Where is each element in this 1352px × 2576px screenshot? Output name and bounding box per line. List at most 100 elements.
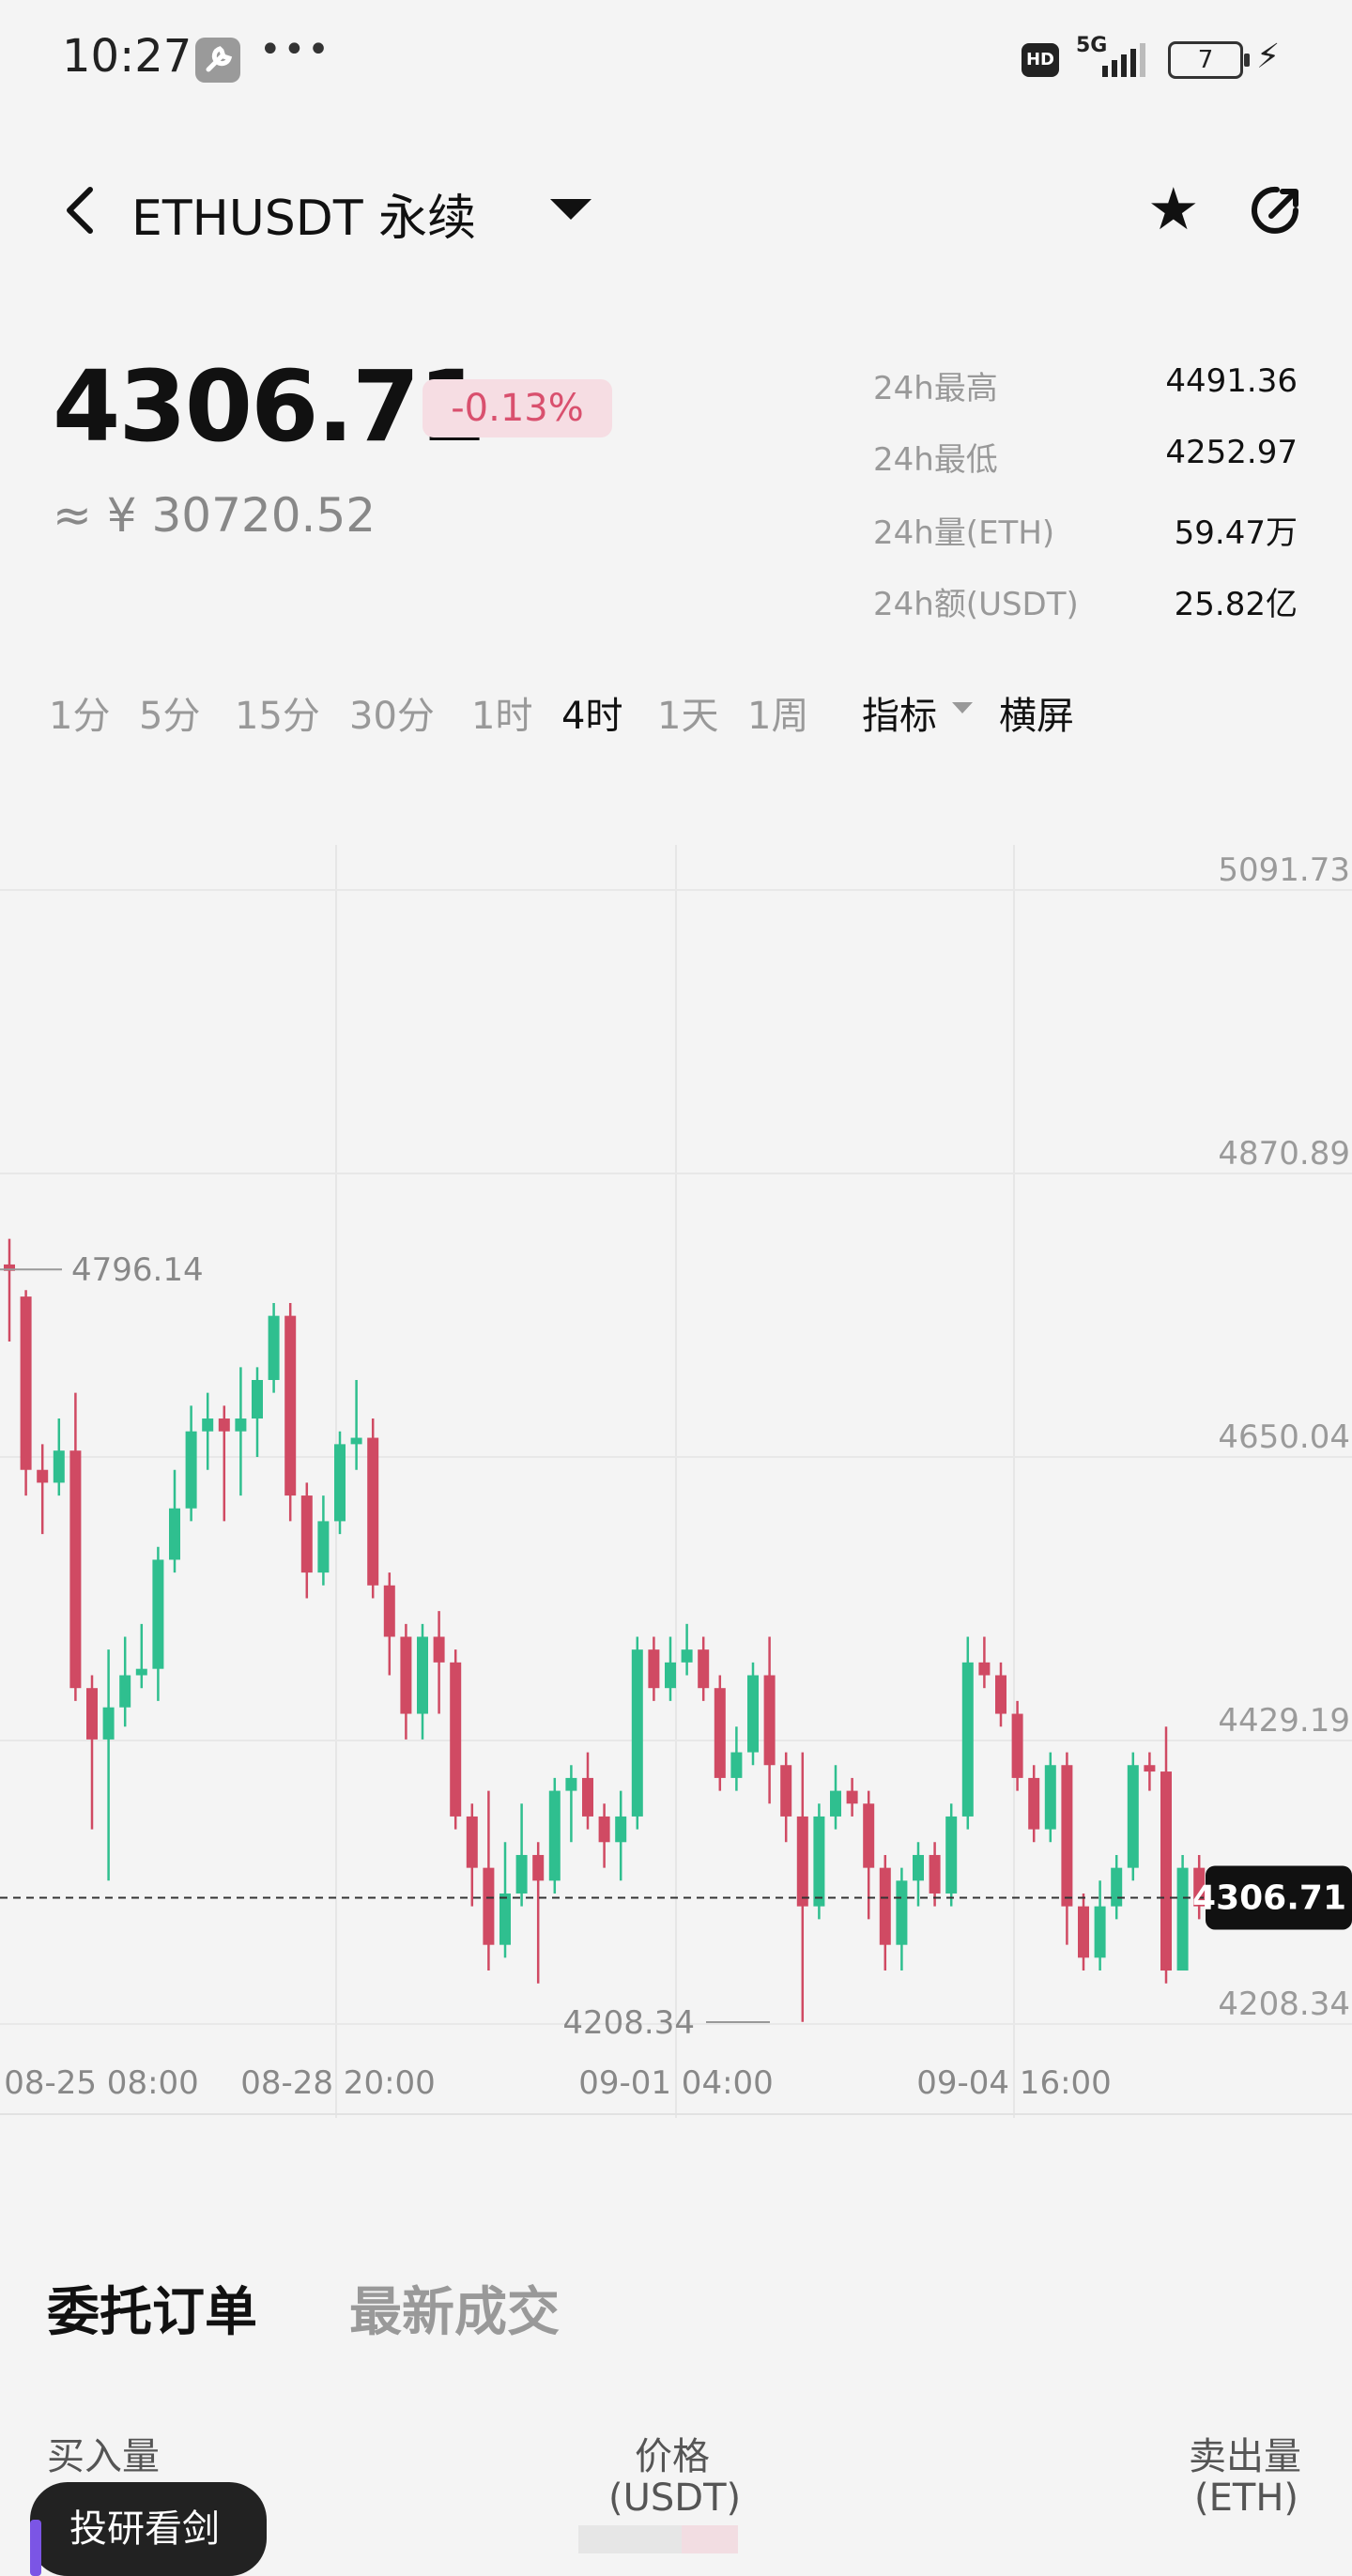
candle-body bbox=[714, 1688, 726, 1778]
stat-value-turnover: 25.82亿 bbox=[1174, 586, 1298, 623]
candle-body bbox=[879, 1867, 891, 1945]
x-tick-label: 08-28 20:00 bbox=[240, 2064, 436, 2102]
more-status-icon: ••• bbox=[259, 28, 331, 71]
candle-body bbox=[995, 1675, 1006, 1714]
candle-body bbox=[945, 1816, 958, 1894]
share-button[interactable] bbox=[1249, 184, 1303, 238]
candle-body bbox=[169, 1508, 180, 1560]
interval-1m[interactable]: 1分 bbox=[49, 695, 111, 738]
x-tick-label: 09-04 16:00 bbox=[916, 2064, 1112, 2102]
interval-1d[interactable]: 1天 bbox=[657, 695, 719, 738]
candle-body bbox=[433, 1636, 445, 1663]
candle-body bbox=[913, 1854, 924, 1881]
col-sell-unit: (ETH) bbox=[1194, 2476, 1298, 2520]
y-tick-label: 4870.89 bbox=[1218, 1135, 1350, 1173]
candle-body bbox=[1044, 1765, 1056, 1830]
interval-1w[interactable]: 1周 bbox=[747, 695, 809, 738]
interval-30m[interactable]: 30分 bbox=[349, 695, 435, 738]
candle-body bbox=[268, 1315, 280, 1381]
interval-1h[interactable]: 1时 bbox=[471, 695, 533, 738]
candle-body bbox=[483, 1867, 495, 1945]
symbol-dropdown-icon[interactable] bbox=[550, 199, 592, 220]
indicator-dropdown-icon bbox=[952, 702, 973, 713]
candle-body bbox=[598, 1816, 610, 1843]
candle-body bbox=[284, 1315, 297, 1496]
interval-4h[interactable]: 4时 bbox=[561, 695, 623, 738]
candle-body bbox=[317, 1521, 330, 1573]
depth-bar-ask bbox=[682, 2525, 738, 2553]
candle-body bbox=[1078, 1906, 1089, 1958]
signal-icon bbox=[1102, 43, 1145, 77]
x-tick-label: 09-01 04:00 bbox=[578, 2064, 774, 2102]
stat-value-volume: 59.47万 bbox=[1174, 514, 1298, 552]
candle-body bbox=[1127, 1765, 1139, 1868]
candle-body bbox=[417, 1636, 428, 1714]
landscape-button[interactable]: 横屏 bbox=[999, 695, 1074, 738]
candle-body bbox=[978, 1662, 991, 1676]
candle-body bbox=[252, 1380, 263, 1419]
indicator-button[interactable]: 指标 bbox=[862, 695, 937, 738]
candle-body bbox=[350, 1437, 362, 1445]
candle-body bbox=[1011, 1713, 1023, 1778]
x-tick-label: 08-25 08:00 bbox=[4, 2064, 199, 2102]
candle-body bbox=[37, 1469, 49, 1483]
candle-body bbox=[631, 1649, 643, 1817]
candle-body bbox=[185, 1431, 197, 1509]
candle-body bbox=[565, 1777, 577, 1791]
favorite-star-icon[interactable]: ★ bbox=[1147, 175, 1200, 243]
candle-body bbox=[466, 1816, 478, 1868]
battery-icon: 7 bbox=[1168, 41, 1250, 79]
symbol-title[interactable]: ETHUSDT 永续 bbox=[131, 191, 477, 247]
candle-body bbox=[218, 1418, 230, 1432]
candle-body bbox=[763, 1675, 776, 1766]
candlestick-chart[interactable]: 5091.73 4870.89 4650.04 4429.19 4208.34 08-25… bbox=[0, 845, 1352, 2122]
min-price-label: 4208.34 bbox=[562, 2004, 695, 2042]
candle-body bbox=[1176, 1867, 1189, 1971]
candle-body bbox=[202, 1418, 214, 1432]
last-price-tag bbox=[1206, 1865, 1352, 1930]
candle-body bbox=[896, 1880, 908, 1945]
candle-body bbox=[863, 1803, 875, 1868]
candle-body bbox=[1061, 1765, 1073, 1907]
candle-body bbox=[747, 1675, 759, 1753]
candle-body bbox=[152, 1559, 164, 1669]
candle-body bbox=[86, 1688, 98, 1740]
candle-body bbox=[499, 1893, 511, 1945]
col-buy-volume: 买入量 bbox=[47, 2435, 160, 2478]
candle-body bbox=[780, 1765, 792, 1817]
stat-label-low: 24h最低 bbox=[873, 441, 998, 479]
stat-label-turnover: 24h额(USDT) bbox=[873, 586, 1079, 623]
candle-body bbox=[4, 1264, 15, 1271]
stat-value-low: 4252.97 bbox=[1165, 434, 1298, 471]
share-icon bbox=[1252, 186, 1298, 234]
interval-5m[interactable]: 5分 bbox=[139, 695, 201, 738]
back-button[interactable] bbox=[56, 180, 109, 240]
tab-latest-trades[interactable]: 最新成交 bbox=[349, 2282, 560, 2343]
candle-body bbox=[400, 1636, 412, 1714]
max-price-label: 4796.14 bbox=[71, 1251, 204, 1289]
candle-body bbox=[698, 1649, 710, 1689]
y-tick-label: 5091.73 bbox=[1218, 851, 1350, 889]
wrench-icon bbox=[195, 38, 240, 83]
candle-body bbox=[102, 1707, 115, 1740]
col-sell-volume: 卖出量 bbox=[1189, 2435, 1301, 2478]
candle-body bbox=[1028, 1777, 1040, 1830]
chevron-left-icon bbox=[67, 187, 93, 234]
tab-orders[interactable]: 委托订单 bbox=[47, 2282, 257, 2343]
status-bar: 10:27 ••• HD 5G 7 ⚡ bbox=[0, 0, 1352, 122]
candle-body bbox=[582, 1777, 593, 1817]
candle-body bbox=[796, 1816, 808, 1907]
candle-body bbox=[334, 1444, 346, 1522]
col-price-unit: (USDT) bbox=[608, 2476, 742, 2520]
candle-body bbox=[450, 1662, 462, 1817]
candle-body bbox=[648, 1649, 660, 1689]
candle-body bbox=[1160, 1771, 1172, 1971]
research-button[interactable]: 投研看剑 bbox=[30, 2482, 267, 2576]
candle-body bbox=[548, 1790, 561, 1881]
candle-body bbox=[813, 1816, 825, 1907]
candle-body bbox=[929, 1854, 941, 1894]
col-price-label: 价格 bbox=[635, 2435, 710, 2478]
last-price: 4306.71 bbox=[53, 349, 486, 464]
interval-15m[interactable]: 15分 bbox=[235, 695, 320, 738]
candle-body bbox=[20, 1296, 32, 1470]
